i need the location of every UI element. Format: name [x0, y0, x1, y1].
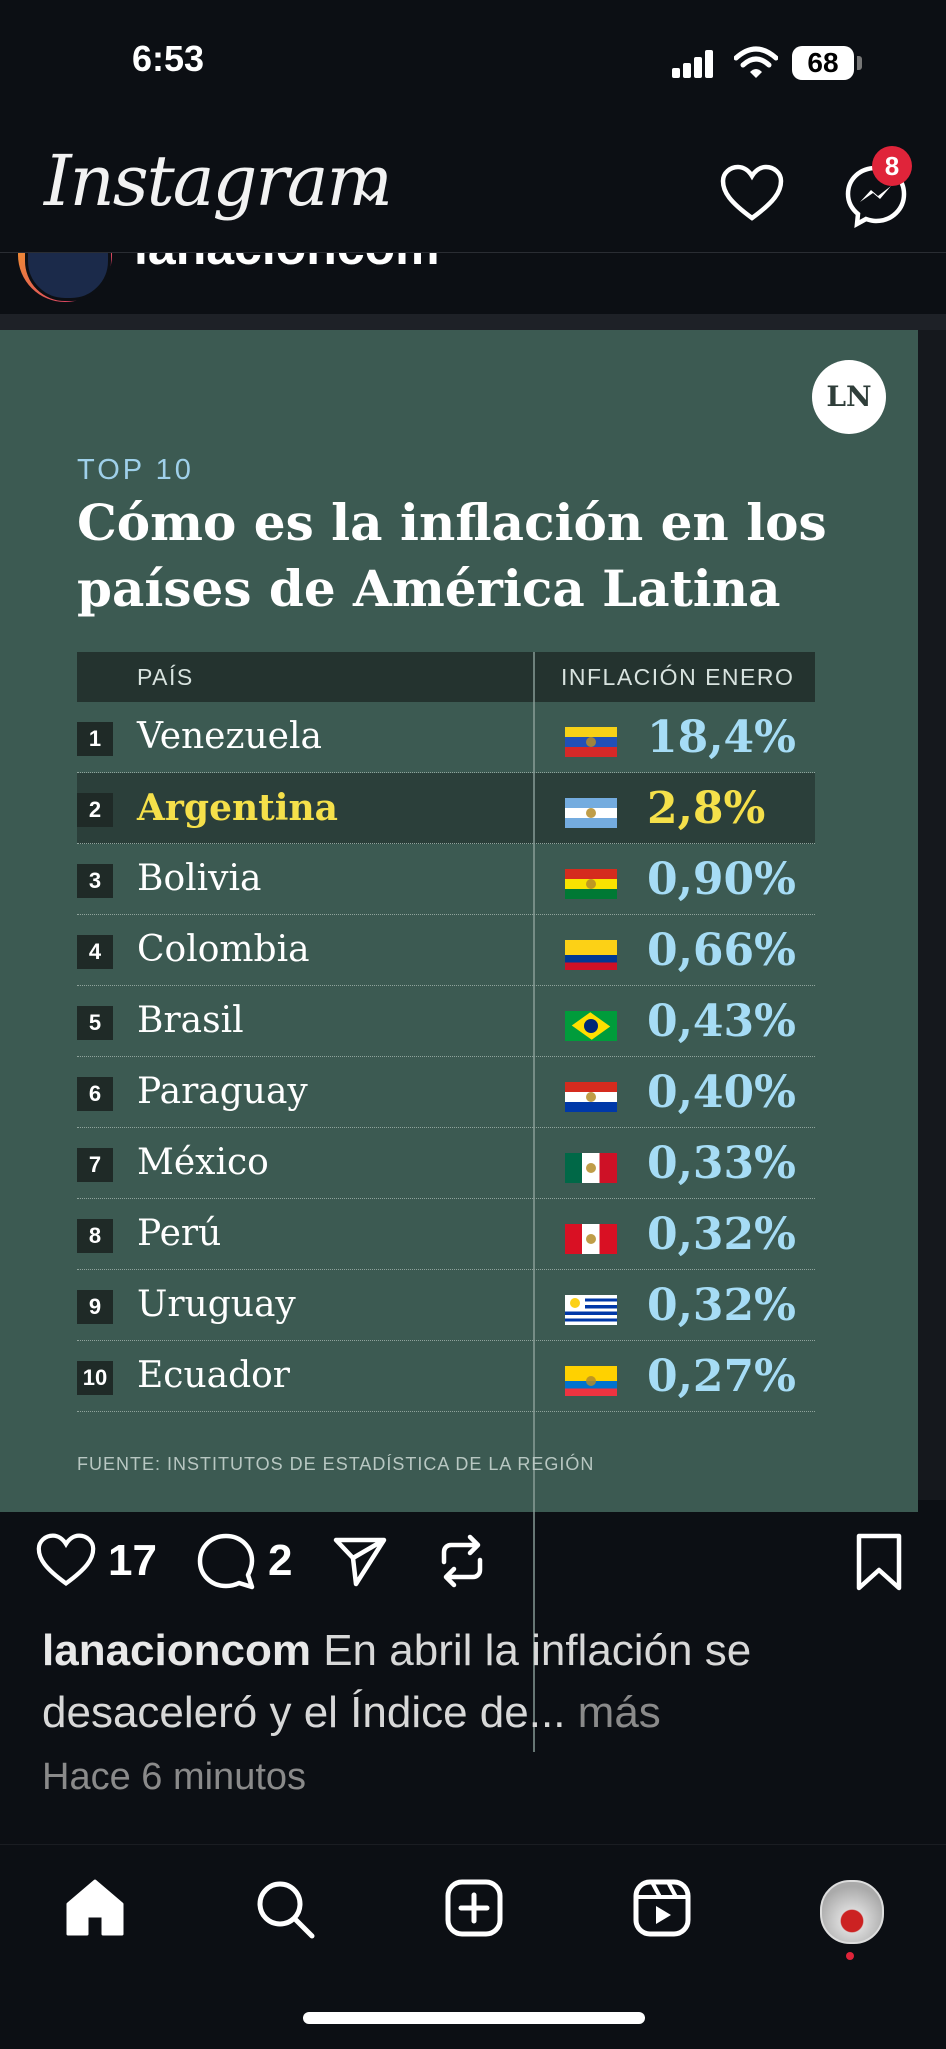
row-country: Bolivia: [137, 858, 262, 899]
row-country: Brasil: [137, 1000, 244, 1041]
brazil-flag-icon: [565, 1011, 617, 1041]
col-country-header: PAÍS: [137, 664, 194, 690]
paraguay-flag-icon: [565, 1082, 617, 1112]
bolivia-flag-icon: [565, 869, 617, 899]
wifi-icon: [734, 46, 778, 78]
row-value: 0,90%: [647, 854, 796, 905]
row-country: Colombia: [137, 929, 310, 970]
row-country: Uruguay: [137, 1284, 296, 1325]
profile-avatar[interactable]: [820, 1880, 884, 1944]
row-rank: 1: [77, 722, 113, 756]
messenger-icon[interactable]: [844, 164, 908, 228]
row-value: 0,33%: [647, 1138, 796, 1189]
row-rank: 3: [77, 864, 113, 898]
table-row: 4 Colombia 0,66%: [77, 915, 815, 986]
notifications-heart-icon[interactable]: [720, 164, 784, 222]
post-username[interactable]: lanacioncom: [134, 252, 440, 276]
search-icon[interactable]: [254, 1878, 316, 1940]
cellular-signal-icon: [672, 50, 713, 78]
reels-icon[interactable]: [632, 1878, 692, 1938]
table-row: 7 México 0,33%: [77, 1128, 815, 1199]
card-title: Cómo es la inflación en los países de Am…: [77, 493, 827, 618]
row-value: 2,8%: [647, 783, 766, 834]
post-separator: [0, 314, 946, 330]
argentina-flag-icon: [565, 798, 617, 828]
ecuador-flag-icon: [565, 1366, 617, 1396]
mexico-flag-icon: [565, 1153, 617, 1183]
row-value: 0,40%: [647, 1067, 796, 1118]
row-rank: 8: [77, 1219, 113, 1253]
ln-logo: LN: [812, 360, 886, 434]
col-value-header: INFLACIÓN ENERO: [561, 664, 795, 690]
instagram-logo[interactable]: Instagram: [44, 140, 393, 222]
post-timestamp: Hace 6 minutos: [42, 1756, 307, 1798]
table-header: PAÍS INFLACIÓN ENERO: [77, 652, 815, 702]
row-value: 0,27%: [647, 1351, 796, 1402]
create-plus-icon[interactable]: [444, 1878, 504, 1938]
row-country: Perú: [137, 1213, 222, 1254]
uruguay-flag-icon: [565, 1295, 617, 1325]
profile-notification-dot: [846, 1952, 854, 1960]
row-rank: 7: [77, 1148, 113, 1182]
table-row: 1 Venezuela 18,4%: [77, 702, 815, 773]
column-divider: [533, 652, 535, 1752]
table-row: 6 Paraguay 0,40%: [77, 1057, 815, 1128]
caption-more-link[interactable]: más: [577, 1688, 661, 1737]
row-rank: 2: [77, 793, 113, 827]
table-row: 3 Bolivia 0,90%: [77, 844, 815, 915]
row-value: 18,4%: [647, 712, 796, 763]
row-country: México: [137, 1142, 269, 1183]
row-rank: 4: [77, 935, 113, 969]
caption-username[interactable]: lanacioncom: [42, 1626, 311, 1675]
messenger-badge: 8: [872, 146, 912, 186]
header-divider: [0, 252, 946, 253]
post-caption[interactable]: lanacioncom En abril la inflación se des…: [42, 1620, 912, 1744]
comment-icon[interactable]: [196, 1532, 256, 1592]
venezuela-flag-icon: [565, 727, 617, 757]
bookmark-icon[interactable]: [854, 1532, 904, 1592]
chevron-down-icon[interactable]: [356, 186, 384, 204]
repost-icon[interactable]: [434, 1532, 490, 1590]
card-kicker: TOP 10: [77, 454, 194, 486]
caption-text: En abril la inflación se desaceleró y el…: [42, 1626, 752, 1737]
battery-icon: 68: [792, 46, 854, 80]
table-row: 10 Ecuador 0,27%: [77, 1341, 815, 1412]
feed-edge: [918, 330, 946, 1500]
row-country: Venezuela: [137, 716, 322, 757]
comment-count[interactable]: 2: [268, 1536, 293, 1585]
like-count[interactable]: 17: [108, 1536, 157, 1585]
row-rank: 9: [77, 1290, 113, 1324]
home-icon[interactable]: [64, 1878, 126, 1938]
row-country: Ecuador: [137, 1355, 291, 1396]
row-value: 0,32%: [647, 1280, 796, 1331]
home-indicator: [303, 2012, 645, 2024]
row-country: Paraguay: [137, 1071, 308, 1112]
battery-tip: [857, 56, 862, 70]
table-row: 8 Perú 0,32%: [77, 1199, 815, 1270]
row-rank: 6: [77, 1077, 113, 1111]
row-rank: 10: [77, 1361, 113, 1395]
table-row: 5 Brasil 0,43%: [77, 986, 815, 1057]
status-time: 6:53: [132, 38, 205, 79]
colombia-flag-icon: [565, 940, 617, 970]
peru-flag-icon: [565, 1224, 617, 1254]
post-image[interactable]: LN TOP 10 Cómo es la inflación en los pa…: [0, 330, 918, 1752]
table-row: 9 Uruguay 0,32%: [77, 1270, 815, 1341]
row-value: 0,43%: [647, 996, 796, 1047]
like-heart-icon[interactable]: [36, 1532, 96, 1588]
source-note: FUENTE: INSTITUTOS DE ESTADÍSTICA DE LA …: [77, 1454, 595, 1474]
row-rank: 5: [77, 1006, 113, 1040]
row-value: 0,32%: [647, 1209, 796, 1260]
share-send-icon[interactable]: [332, 1534, 388, 1588]
row-country: Argentina: [137, 787, 338, 829]
row-value: 0,66%: [647, 925, 796, 976]
post-header: lanacioncom: [0, 252, 946, 314]
table-row: 2 Argentina 2,8%: [77, 773, 815, 844]
